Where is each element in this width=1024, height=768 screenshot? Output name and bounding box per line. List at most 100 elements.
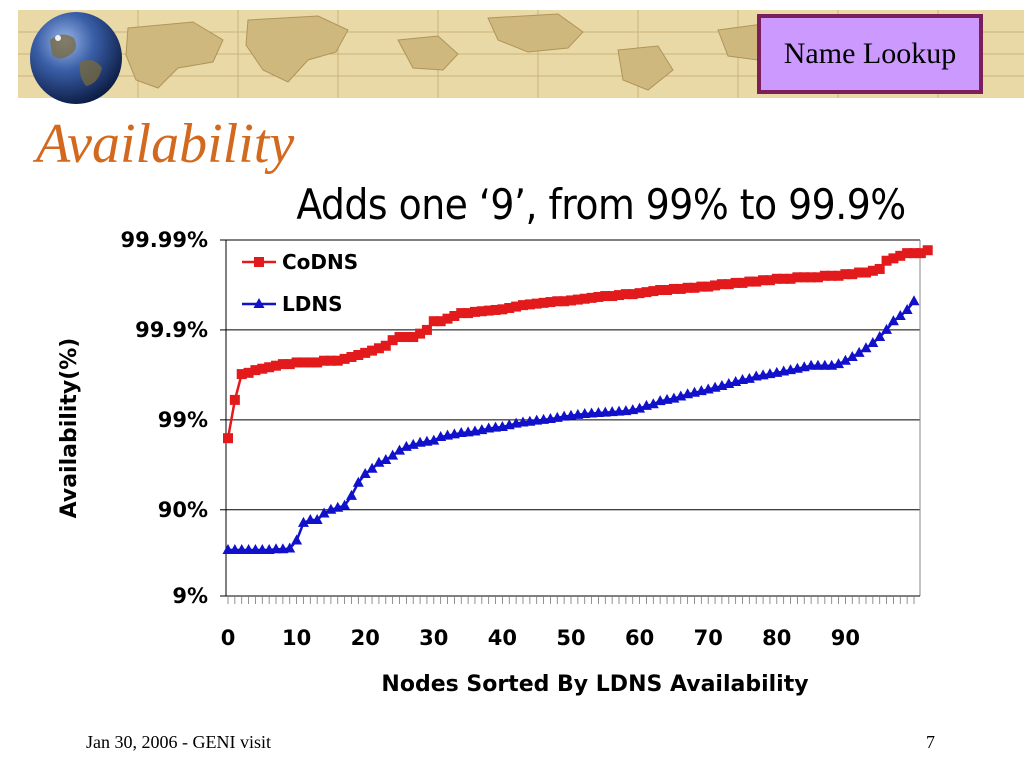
codns-point — [483, 305, 494, 316]
ldns-point — [297, 516, 309, 527]
codns-point — [545, 297, 556, 308]
codns-point — [312, 357, 323, 368]
ldns-point — [901, 303, 913, 314]
codns-point — [428, 316, 439, 327]
x-tick-label: 10 — [282, 626, 311, 650]
ldns-point — [853, 346, 865, 357]
codns-point — [367, 345, 378, 356]
x-tick-label: 70 — [694, 626, 723, 650]
legend: CoDNS LDNS — [242, 250, 358, 316]
codns-point — [614, 290, 625, 301]
x-tick-label: 80 — [762, 626, 791, 650]
codns-point — [552, 296, 563, 307]
codns-point — [902, 248, 913, 259]
codns-point — [854, 267, 865, 278]
series-layer — [222, 245, 933, 554]
codns-point — [579, 293, 590, 304]
ldns-point — [833, 358, 845, 369]
section-tag: Name Lookup — [757, 14, 983, 94]
codns-point — [627, 289, 638, 300]
codns-point — [840, 269, 851, 280]
codns-point — [703, 281, 714, 292]
codns-point — [373, 343, 384, 354]
ldns-point — [339, 499, 351, 510]
y-tick-label: 99.99% — [121, 228, 208, 252]
codns-point — [634, 288, 645, 299]
codns-point — [476, 306, 487, 317]
section-tag-label: Name Lookup — [783, 37, 957, 70]
globe-icon — [30, 12, 122, 104]
legend-marker — [253, 298, 265, 308]
codns-point — [236, 369, 247, 380]
codns-point — [332, 355, 343, 366]
codns-point — [723, 279, 734, 290]
codns-point — [408, 332, 419, 343]
codns-point — [490, 304, 501, 315]
codns-point — [456, 308, 467, 319]
ldns-point — [881, 323, 893, 334]
codns-point — [895, 250, 906, 261]
codns-point — [620, 289, 631, 300]
codns-point — [360, 347, 371, 358]
page-number: 7 — [926, 732, 935, 752]
codns-point — [517, 300, 528, 311]
codns-point — [751, 276, 762, 287]
ldns-point — [839, 354, 851, 365]
codns-point — [531, 298, 542, 309]
slide-subtitle: Adds one ‘9’, from 99% to 99.9% — [296, 180, 906, 229]
y-tick-label: 99% — [158, 408, 208, 432]
codns-point — [346, 351, 357, 362]
codns-point — [716, 279, 727, 290]
codns-point — [380, 340, 391, 351]
codns-point — [223, 433, 233, 444]
ldns-point — [366, 462, 378, 473]
slide-title: Availability — [36, 113, 295, 175]
codns-point — [675, 283, 686, 294]
codns-point — [586, 292, 597, 303]
codns-point — [792, 272, 803, 283]
codns-point — [449, 310, 460, 321]
ldns-point — [874, 331, 886, 342]
x-tick-label: 30 — [419, 626, 448, 650]
codns-point — [668, 283, 679, 294]
ldns-point — [373, 456, 385, 467]
codns-point — [538, 297, 549, 308]
ldns-point — [345, 489, 357, 500]
ldns-point — [634, 402, 646, 413]
legend-item-ldns: LDNS — [242, 292, 343, 316]
codns-point — [909, 248, 919, 259]
codns-point — [730, 277, 741, 288]
codns-point — [463, 308, 474, 319]
codns-point — [607, 291, 618, 302]
legend-marker — [254, 257, 264, 267]
codns-point — [922, 245, 933, 256]
y-tick-label: 99.9% — [135, 318, 208, 342]
x-axis-title: Nodes Sorted By LDNS Availability — [381, 672, 808, 697]
codns-point — [600, 291, 611, 302]
codns-point — [744, 276, 755, 287]
codns-point — [264, 362, 275, 373]
codns-point — [257, 363, 268, 374]
codns-point — [860, 267, 871, 278]
ldns-point — [887, 315, 899, 326]
x-axis-ticks — [227, 596, 915, 604]
x-tick-label: 0 — [221, 626, 236, 650]
codns-point — [874, 263, 885, 274]
codns-point — [305, 357, 316, 368]
codns-point — [271, 360, 282, 371]
ldns-point — [291, 534, 303, 545]
y-axis-title: Availability(%) — [57, 338, 82, 519]
codns-point — [764, 275, 775, 286]
ldns-point — [387, 449, 399, 460]
codns-point — [339, 353, 350, 364]
codns-point — [442, 313, 453, 324]
codns-point — [689, 282, 700, 293]
x-axis-labels: 0 10 20 30 40 50 60 70 80 90 — [221, 626, 860, 650]
x-tick-label: 60 — [625, 626, 654, 650]
codns-point — [325, 355, 336, 366]
codns-point — [758, 275, 769, 286]
x-tick-label: 50 — [556, 626, 585, 650]
codns-point — [785, 273, 796, 284]
codns-point — [710, 280, 721, 291]
ldns-point — [352, 476, 364, 487]
